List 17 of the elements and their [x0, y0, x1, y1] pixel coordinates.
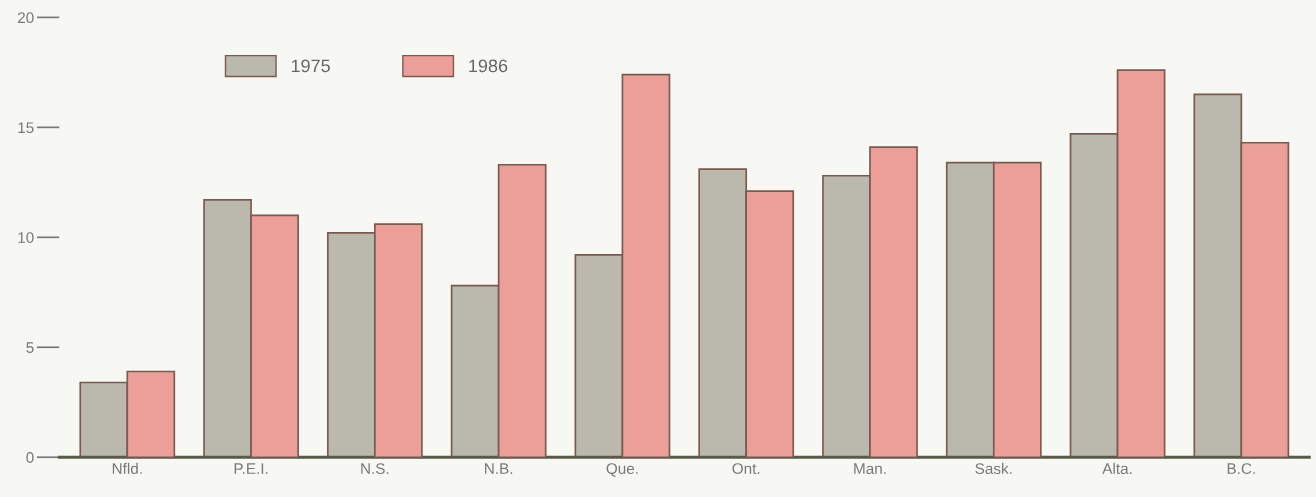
y-tick-label: 20 [18, 12, 34, 24]
y-tick-label: 5 [26, 342, 34, 353]
y-tick-label: 10 [18, 232, 34, 243]
x-tick-label: Alta. [1102, 462, 1132, 475]
x-tick-label: B.C. [1227, 463, 1255, 475]
x-tick-label: Man. [854, 463, 886, 475]
x-tick-label: Nfld. [112, 462, 142, 475]
x-tick-label: Sask. [975, 462, 1012, 475]
legend-label: 1986 [469, 59, 508, 73]
y-tick-label: 0 [26, 452, 34, 463]
x-tick-label: Que. [606, 463, 638, 477]
y-tick-label: 15 [18, 122, 34, 134]
x-tick-label: P.E.I. [234, 463, 268, 474]
legend-label: 1975 [291, 59, 330, 73]
x-tick-label: N.S. [361, 463, 389, 475]
x-tick-label: Ont. [732, 463, 760, 475]
x-tick-label: N.B. [485, 463, 513, 474]
